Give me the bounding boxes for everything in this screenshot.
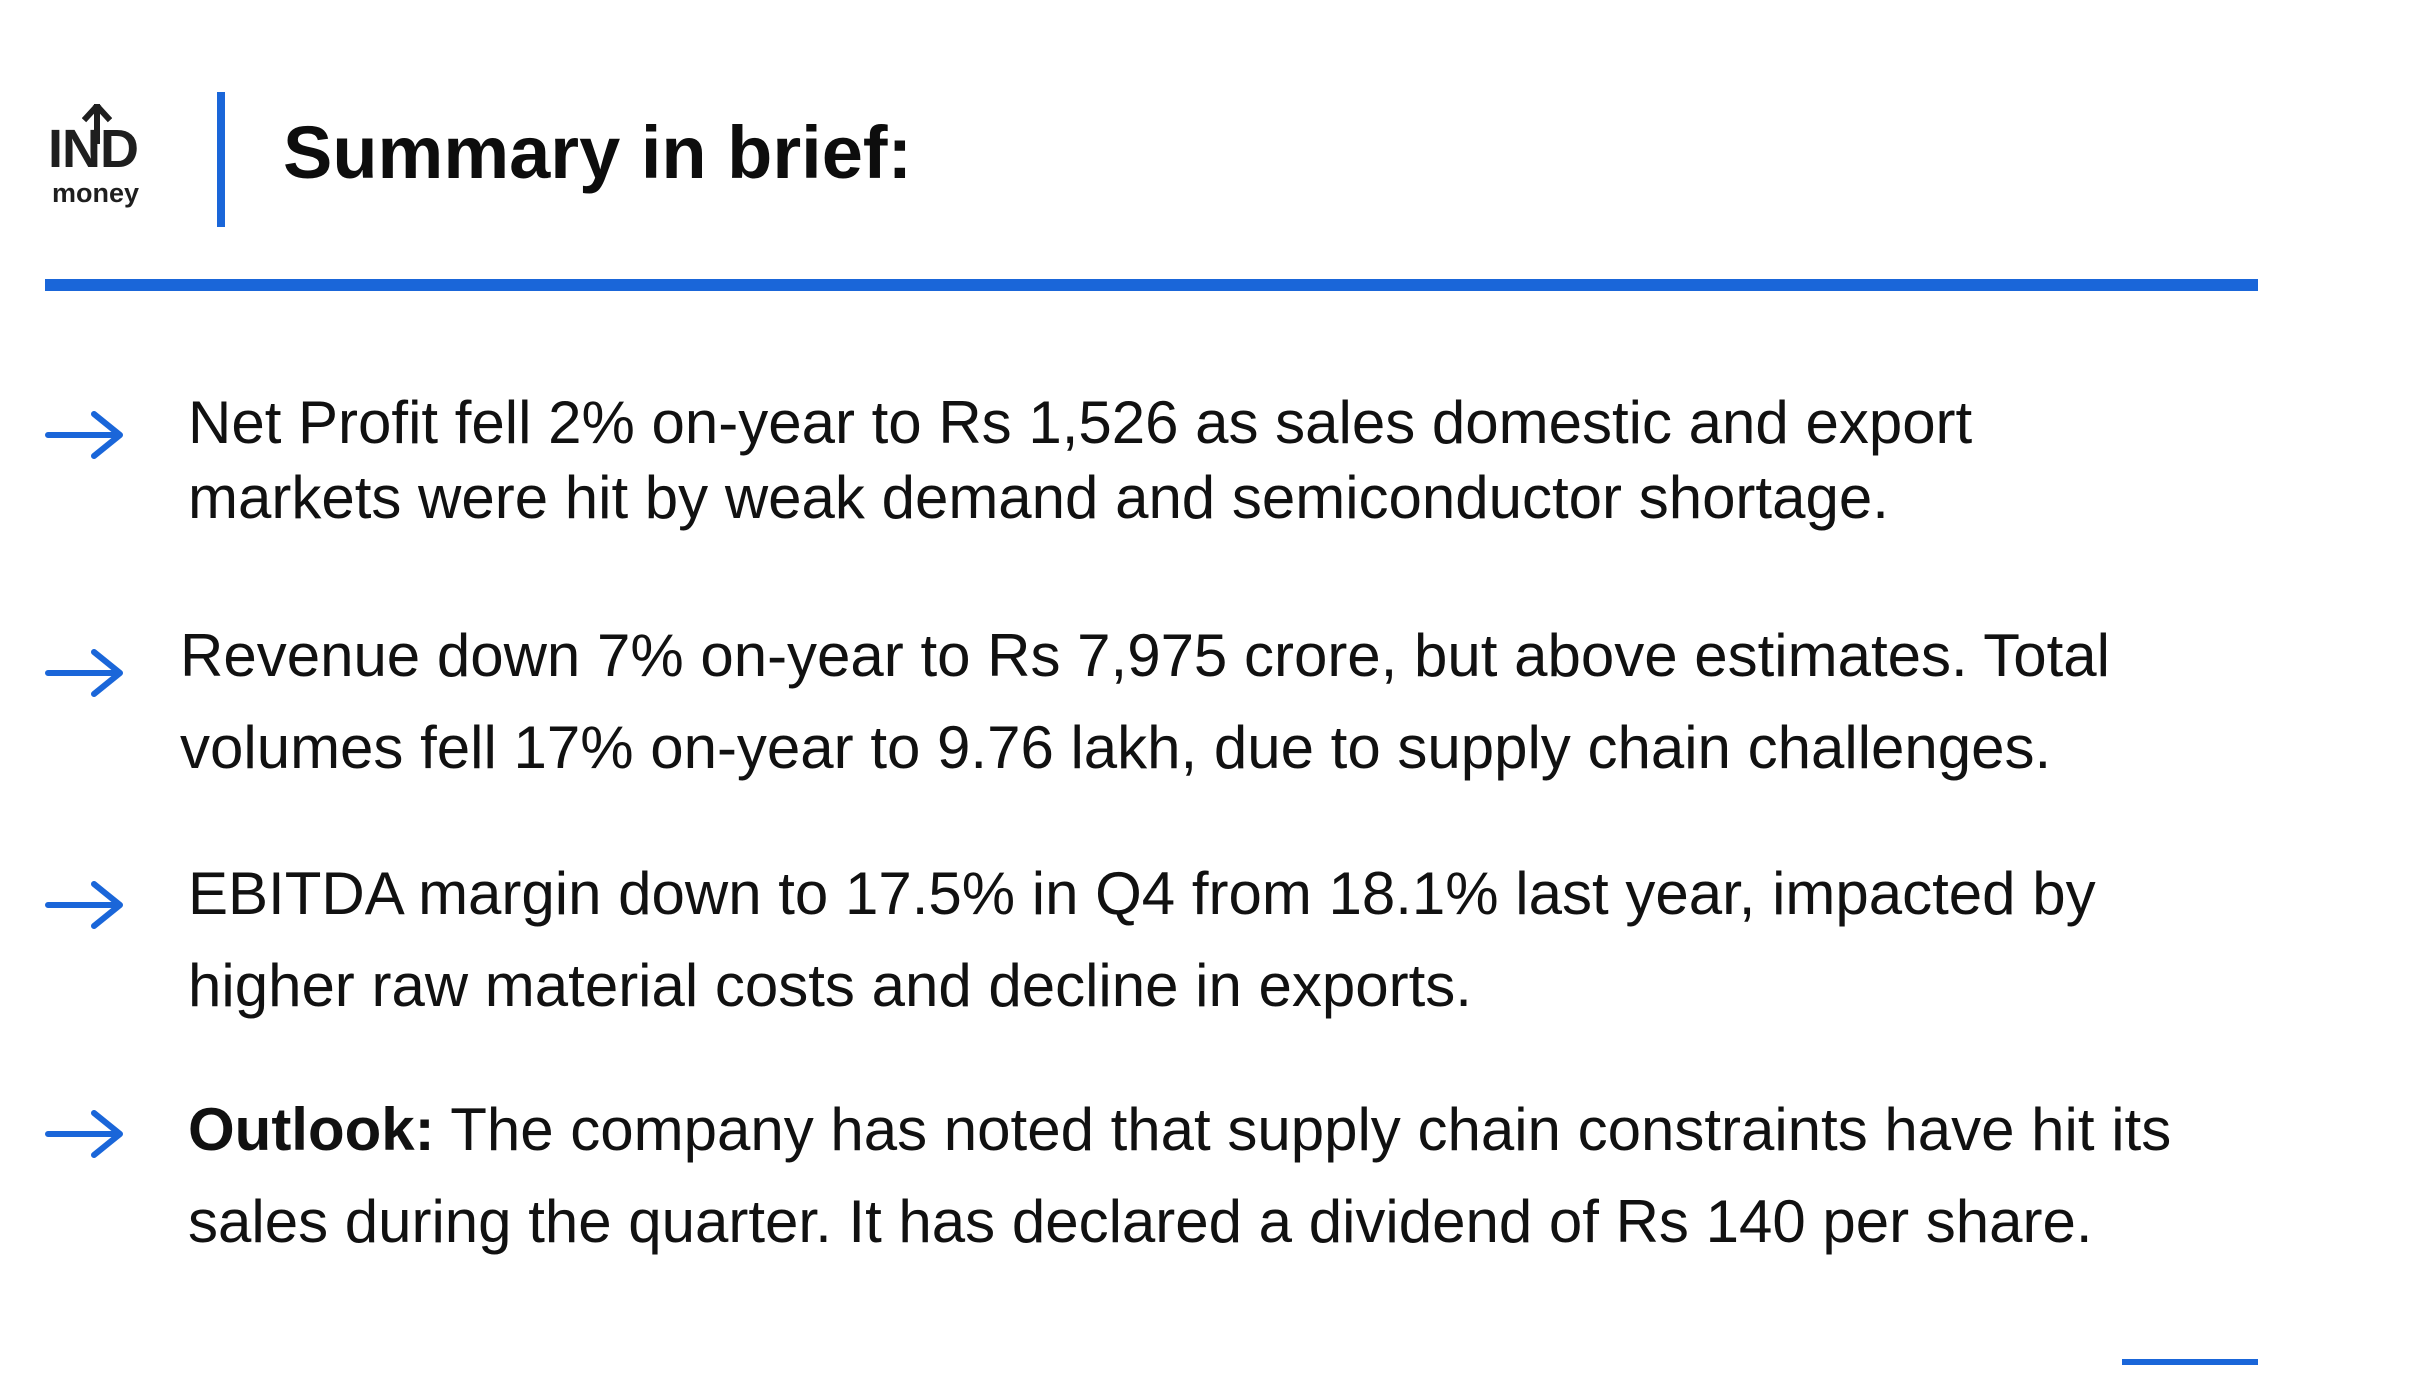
arrow-right-icon [45, 881, 123, 929]
bullet-text: Revenue down 7% on-year to Rs 7,975 cror… [180, 610, 2110, 794]
bullet-line: Outlook: The company has noted that supp… [188, 1084, 2171, 1176]
arrow-right-icon [45, 1110, 123, 1158]
bullet-line: higher raw material costs and decline in… [188, 952, 1472, 1019]
footer-rule [2122, 1359, 2258, 1365]
bullet-text: EBITDA margin down to 17.5% in Q4 from 1… [188, 848, 2096, 1032]
header-rule [45, 279, 2258, 291]
outlook-label: Outlook: [188, 1096, 435, 1163]
page-title: Summary in brief: [283, 111, 913, 194]
bullet-line: markets were hit by weak demand and semi… [188, 464, 1889, 531]
indmoney-logo: IND money [48, 100, 158, 210]
bullet-line: sales during the quarter. It has declare… [188, 1188, 2093, 1255]
logo-money-text: money [52, 178, 140, 208]
bullet-line: EBITDA margin down to 17.5% in Q4 from 1… [188, 860, 2096, 927]
bullet-line: Revenue down 7% on-year to Rs 7,975 cror… [180, 622, 2110, 689]
bullet-line: volumes fell 17% on-year to 9.76 lakh, d… [180, 714, 2052, 781]
arrow-right-icon [45, 649, 123, 697]
bullet-text: Outlook: The company has noted that supp… [188, 1084, 2171, 1268]
logo-up-arrow-icon [82, 104, 112, 144]
bullet-line-rest: The company has noted that supply chain … [434, 1096, 2172, 1163]
logo-ind-text: IND [48, 119, 139, 179]
header-divider [217, 92, 225, 227]
bullet-text: Net Profit fell 2% on-year to Rs 1,526 a… [188, 385, 1972, 535]
bullet-line: Net Profit fell 2% on-year to Rs 1,526 a… [188, 389, 1973, 456]
arrow-right-icon [45, 411, 123, 459]
